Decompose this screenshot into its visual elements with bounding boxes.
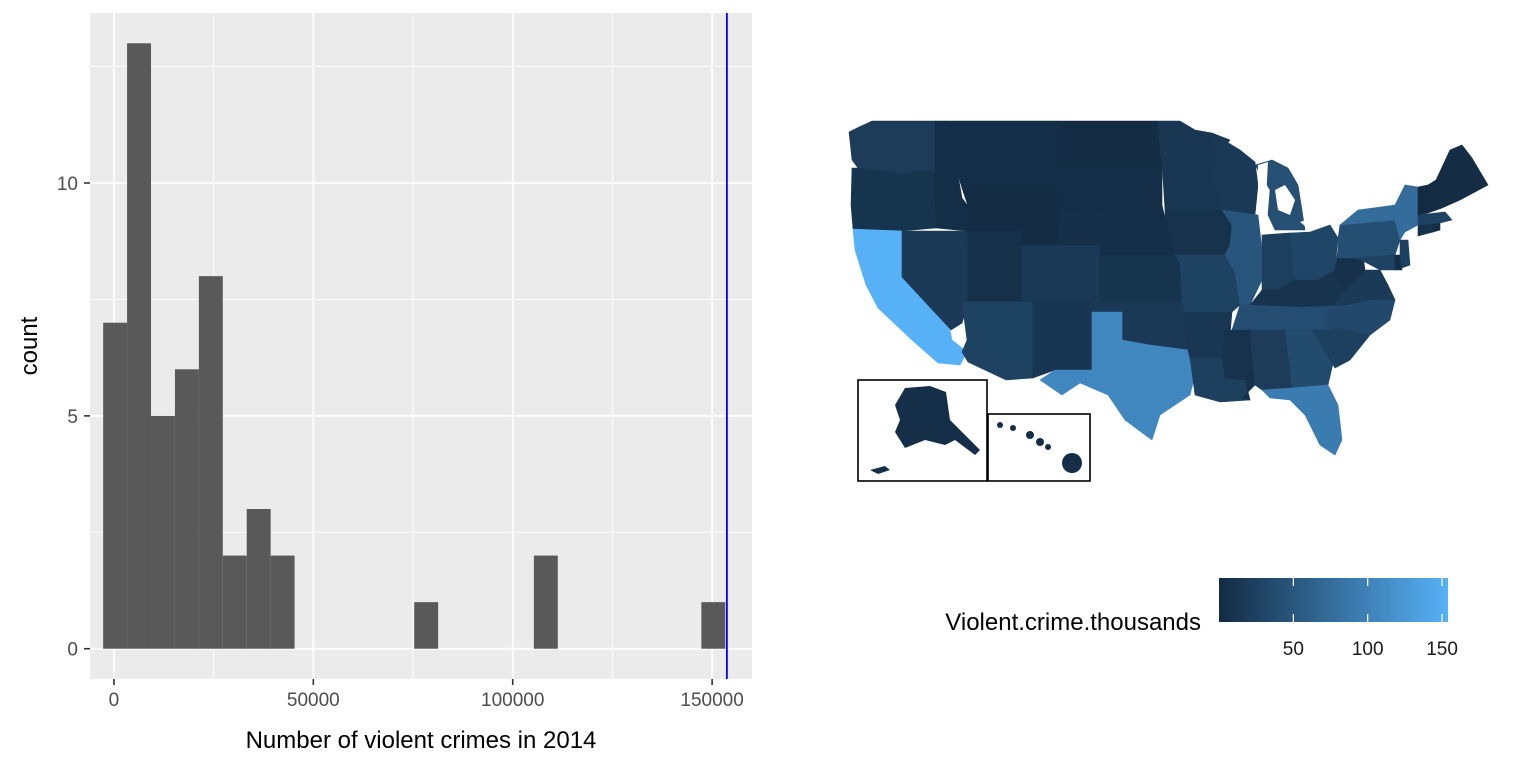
x-axis-title: Number of violent crimes in 2014 xyxy=(246,727,597,754)
state-hawaii-island xyxy=(1026,431,1034,439)
histogram-bars xyxy=(103,43,726,649)
lake xyxy=(1258,162,1268,215)
lake xyxy=(1300,212,1340,230)
state-rhode-island xyxy=(1431,222,1441,233)
state-virginia xyxy=(1299,269,1396,308)
x-tick-label: 100000 xyxy=(481,690,544,711)
histogram-bar xyxy=(174,369,199,649)
state-maine xyxy=(1435,144,1489,209)
color-legend: Violent.crime.thousands 50 100 150 xyxy=(945,578,1458,660)
state-kansas xyxy=(1099,254,1183,303)
histogram-chart: 0 50000 100000 150000 0 5 10 Number of violen… xyxy=(16,13,752,754)
state-iowa xyxy=(1164,209,1233,256)
histogram-bar xyxy=(533,555,558,649)
state-delaware xyxy=(1394,254,1403,271)
state-maryland xyxy=(1354,254,1396,271)
state-oregon xyxy=(850,167,937,232)
histogram-bar xyxy=(198,276,223,649)
x-tick-label: 150000 xyxy=(680,690,743,711)
state-hawaii-island xyxy=(1010,425,1016,431)
state-washington xyxy=(848,120,936,176)
histogram-bar xyxy=(414,602,439,649)
histogram-bar xyxy=(701,602,726,649)
histogram-bar xyxy=(103,322,128,649)
state-hawaii xyxy=(1062,453,1082,473)
state-vermont xyxy=(1417,184,1429,216)
histogram-bar xyxy=(151,415,175,649)
state-indiana xyxy=(1261,232,1296,291)
state-hawaii-island xyxy=(1036,438,1044,446)
legend-tick-label: 50 xyxy=(1283,639,1304,660)
legend-ticks: 50 100 150 xyxy=(1283,578,1458,660)
state-montana xyxy=(944,120,1059,189)
state-new-jersey xyxy=(1399,239,1411,269)
choropleth-map: Violent.crime.thousands 50 100 150 xyxy=(848,120,1489,660)
state-utah xyxy=(967,230,1023,303)
state-pennsylvania xyxy=(1337,219,1401,259)
histogram-bar xyxy=(270,555,295,649)
legend-tick-label: 100 xyxy=(1352,639,1384,660)
y-tick-label: 0 xyxy=(67,640,78,661)
y-axis-title: count xyxy=(16,316,43,375)
x-axis-ticks: 0 50000 100000 150000 xyxy=(109,679,744,711)
inset-states xyxy=(870,386,1082,474)
histogram-bar xyxy=(127,43,152,649)
state-south-dakota xyxy=(1057,162,1166,219)
lake xyxy=(1330,205,1355,218)
legend-tick-label: 150 xyxy=(1426,639,1458,660)
y-axis-ticks: 0 5 10 xyxy=(57,174,90,661)
x-tick-label: 50000 xyxy=(287,690,340,711)
state-north-dakota xyxy=(1057,120,1163,164)
y-tick-label: 5 xyxy=(67,407,78,428)
lake xyxy=(1275,185,1295,215)
state-florida xyxy=(1261,384,1343,456)
state-massachusetts xyxy=(1417,211,1453,226)
histogram-bar xyxy=(222,555,247,649)
legend-title: Violent.crime.thousands xyxy=(945,609,1201,636)
hawaii-inset-frame xyxy=(987,413,1091,482)
state-arizona xyxy=(961,301,1034,381)
state-alabama xyxy=(1249,329,1293,391)
state-alaska-islands xyxy=(870,466,890,474)
alaska-inset-frame xyxy=(857,379,988,482)
state-hawaii-island xyxy=(1045,444,1051,450)
state-ohio xyxy=(1289,224,1339,281)
legend-colorbar xyxy=(1219,578,1448,622)
state-colorado xyxy=(1021,244,1101,303)
state-new-mexico xyxy=(1032,301,1093,379)
y-tick-label: 10 xyxy=(57,174,78,195)
x-tick-label: 0 xyxy=(109,690,120,711)
state-texas xyxy=(1039,311,1196,441)
state-alaska xyxy=(895,386,980,455)
histogram-bar xyxy=(246,509,271,649)
state-hawaii-island xyxy=(997,422,1003,428)
us-states-map xyxy=(848,120,1489,456)
